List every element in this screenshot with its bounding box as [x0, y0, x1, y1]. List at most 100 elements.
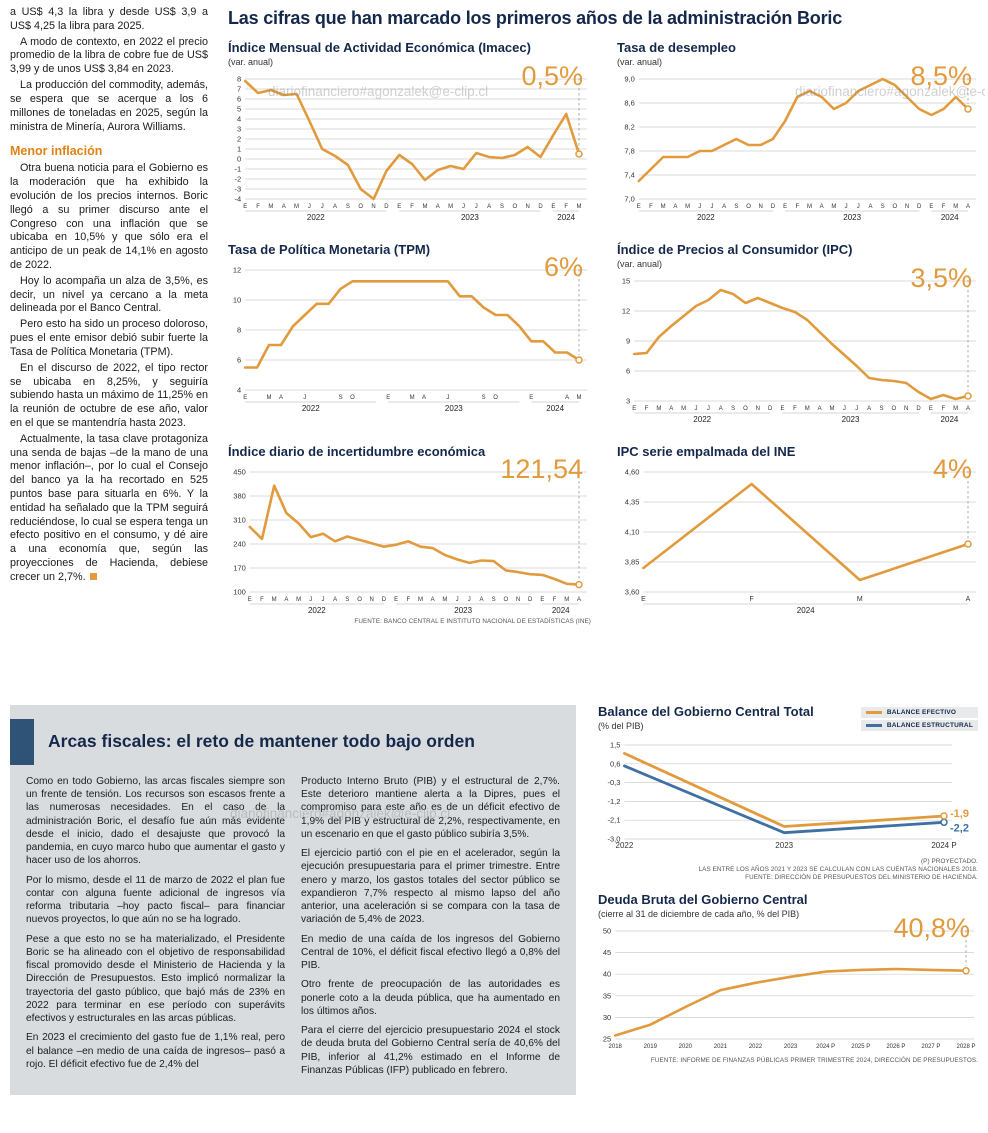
svg-text:7: 7 [237, 84, 241, 93]
svg-text:S: S [734, 204, 738, 210]
legend-label: BALANCE ESTRUCTURAL [886, 721, 973, 729]
svg-text:J: J [321, 597, 324, 603]
svg-text:2026 P: 2026 P [886, 1044, 905, 1050]
svg-text:E: E [551, 204, 555, 210]
svg-text:2023: 2023 [445, 404, 463, 413]
svg-text:40: 40 [603, 969, 611, 978]
svg-text:A: A [722, 204, 726, 210]
svg-text:M: M [268, 204, 273, 210]
svg-text:2024 P: 2024 P [931, 841, 956, 850]
legend-swatch-efectivo [865, 710, 882, 714]
fiscal-column-1: Como en todo Gobierno, las arcas fiscale… [26, 775, 285, 1083]
balance-line-chart: 1,5 0,6 -0,3 -1,2 -2,1 -3,0 2022 2023 2024 P -2,2… [598, 737, 978, 855]
svg-text:D: D [916, 406, 921, 412]
article-paragraph: Pese a que esto no se ha materializado, … [26, 933, 285, 1025]
charts-grid: Índice Mensual de Actividad Económica (I… [228, 40, 980, 625]
svg-text:F: F [793, 406, 797, 412]
svg-text:3,85: 3,85 [625, 557, 640, 566]
svg-text:F: F [941, 406, 945, 412]
article-paragraph: El ejercicio partió con el pie en el ace… [301, 848, 560, 926]
svg-text:J: J [475, 204, 478, 210]
svg-text:J: J [710, 204, 713, 210]
svg-text:6: 6 [237, 355, 241, 364]
chart-title: Índice de Precios al Consumidor (IPC) [617, 241, 853, 257]
value-label: 121,54 [500, 453, 583, 484]
svg-text:2022: 2022 [749, 1044, 763, 1050]
svg-text:M: M [830, 406, 835, 412]
article-paragraph: En el discurso de 2022, el tipo rector s… [10, 361, 208, 429]
svg-text:8,2: 8,2 [624, 122, 634, 131]
svg-text:M: M [418, 597, 423, 603]
svg-text:D: D [528, 597, 533, 603]
chart-title: IPC serie empalmada del INE [617, 443, 796, 459]
svg-text:D: D [771, 204, 776, 210]
svg-text:S: S [482, 395, 486, 401]
article-paragraph: Hoy lo acompaña un alza de 3,5%, es deci… [10, 274, 208, 315]
article-paragraph: En medio de una caída de los ingresos de… [301, 933, 560, 972]
incertidumbre-line-chart: 121,54 450 380 310 240 170 100 E F M A M J J A S O N D E F M… [228, 455, 591, 616]
deuda-line-chart: 40,8% 50 45 40 35 30 25 2018 2019 2020 2021 2022 20… [598, 914, 978, 1055]
svg-text:2022: 2022 [693, 415, 711, 424]
svg-text:J: J [462, 204, 465, 210]
svg-text:E: E [641, 596, 646, 603]
svg-text:4: 4 [237, 114, 241, 123]
chart-imacec: Índice Mensual de Actividad Económica (I… [228, 40, 591, 223]
value-label: 0,5% [521, 60, 583, 91]
menor-inflacion-heading: Menor inflación [10, 144, 103, 159]
svg-text:A: A [479, 597, 483, 603]
svg-text:N: N [370, 597, 374, 603]
svg-text:A: A [284, 597, 288, 603]
svg-text:M: M [448, 204, 453, 210]
svg-text:35: 35 [603, 991, 611, 1000]
svg-text:2023: 2023 [775, 841, 793, 850]
charts-section: Las cifras que han marcado los primeros … [212, 6, 980, 625]
svg-text:E: E [394, 597, 398, 603]
chart-title: Balance del Gobierno Central Total [598, 703, 814, 719]
chart-subtitle: (var. anual) [617, 56, 663, 67]
svg-text:A: A [669, 406, 673, 412]
svg-text:A: A [719, 406, 723, 412]
svg-text:E: E [248, 597, 252, 603]
chart-subtitle: (var. anual) [617, 258, 663, 269]
svg-text:2023: 2023 [784, 1044, 798, 1050]
fiscal-article-columns: Como en todo Gobierno, las arcas fiscale… [26, 775, 560, 1083]
svg-text:M: M [294, 204, 299, 210]
svg-text:E: E [929, 406, 933, 412]
svg-text:9,0: 9,0 [624, 74, 634, 83]
svg-text:O: O [358, 204, 363, 210]
svg-text:2024: 2024 [546, 404, 564, 413]
chart-tpm: Tasa de Política Monetaria (TPM) 6% 12 10… [228, 242, 591, 425]
desempleo-line-chart: 8,5% 9,0 8,6 8,2 7,8 7,4 7,0 E F M A M J J A S O N D E F M A M… [617, 62, 980, 223]
svg-text:M: M [656, 406, 661, 412]
svg-text:F: F [795, 204, 799, 210]
svg-text:4,10: 4,10 [625, 527, 640, 536]
svg-text:F: F [410, 204, 414, 210]
svg-text:J: J [446, 395, 449, 401]
svg-text:8: 8 [237, 74, 241, 83]
svg-text:0: 0 [237, 154, 241, 163]
svg-text:E: E [632, 406, 636, 412]
svg-text:2023: 2023 [843, 213, 861, 222]
article-paragraph: a US$ 4,3 la libra y desde US$ 3,9 a US$… [10, 6, 208, 32]
chart-subtitle: (var. anual) [228, 56, 274, 67]
article-paragraph: Pero esto ha sido un proceso doloroso, p… [10, 318, 208, 358]
svg-text:D: D [384, 204, 389, 210]
svg-text:A: A [673, 204, 677, 210]
svg-text:O: O [504, 597, 509, 603]
article-paragraph: Como en todo Gobierno, las arcas fiscale… [26, 775, 285, 867]
svg-text:M: M [564, 597, 569, 603]
article-paragraph: Actualmente, la tasa clave protagoniza u… [10, 433, 208, 585]
svg-text:A: A [818, 406, 822, 412]
svg-text:A: A [868, 204, 872, 210]
svg-text:A: A [431, 597, 435, 603]
svg-text:M: M [953, 406, 958, 412]
svg-text:A: A [966, 596, 971, 603]
svg-text:M: M [442, 597, 447, 603]
source-footnote: FUENTE: INFORME DE FINANZAS PÚBLICAS PRI… [650, 1056, 978, 1064]
chart-title: Tasa de desempleo [617, 40, 736, 55]
svg-text:O: O [891, 406, 896, 412]
svg-text:E: E [783, 204, 787, 210]
svg-text:7,8: 7,8 [624, 146, 634, 155]
svg-text:N: N [516, 597, 520, 603]
svg-text:4,35: 4,35 [625, 497, 640, 506]
